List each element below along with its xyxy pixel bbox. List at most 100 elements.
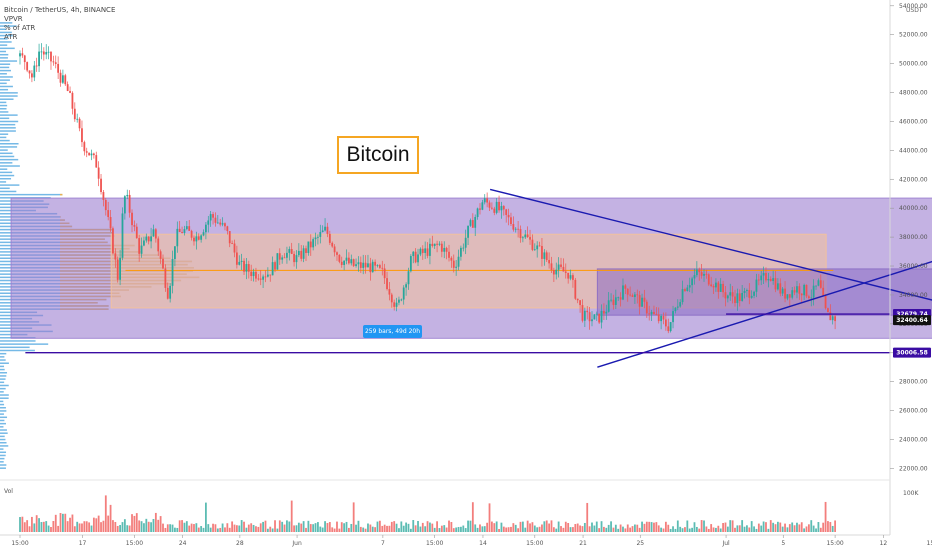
volume-bar <box>734 527 736 532</box>
volume-bar <box>123 519 126 532</box>
bars-range-label: 259 bars, 49d 20h <box>363 325 422 338</box>
candle-body <box>605 311 608 314</box>
volume-bar <box>157 519 160 532</box>
volume-bar <box>162 523 164 532</box>
candle-body <box>76 118 79 120</box>
candle-body <box>59 72 62 83</box>
candle-body <box>831 316 834 321</box>
volume-profile-row <box>0 66 10 69</box>
volume-bar <box>655 522 658 532</box>
candle-body <box>612 299 615 305</box>
symbol-header[interactable]: Bitcoin / TetherUS, 4h, BINANCE <box>4 6 116 14</box>
volume-bar <box>650 522 653 532</box>
candle-body <box>69 90 71 93</box>
volume-bar <box>152 518 155 532</box>
price-tag-bg <box>893 347 931 358</box>
volume-bar <box>550 520 553 532</box>
volume-bar <box>126 525 129 532</box>
volume-bar <box>827 521 829 532</box>
candle-body <box>810 297 813 299</box>
volume-bar <box>736 525 739 532</box>
candle-body <box>78 118 81 129</box>
candle-body <box>724 292 727 299</box>
candle-body <box>138 238 141 254</box>
candle-body <box>738 293 741 301</box>
time-tick-label: 12 <box>880 540 888 547</box>
volume-bar <box>524 527 527 532</box>
indicator-pct-atr[interactable]: % of ATR <box>4 24 36 32</box>
candle-body <box>95 155 98 168</box>
candle-body <box>245 264 248 272</box>
volume-bar <box>50 526 52 532</box>
candle-body <box>581 305 584 321</box>
time-tick-label: 28 <box>236 540 244 547</box>
volume-bar <box>107 515 110 532</box>
volume-bar <box>819 527 822 532</box>
volume-profile-row <box>0 187 10 190</box>
volume-bar <box>634 524 636 532</box>
volume-bar <box>669 528 672 532</box>
candle-body <box>595 313 598 315</box>
time-axis[interactable]: 15:00 17 15:00 24 28 Jun 7 15:00 14 15:00 21 25 Jul 5… <box>11 535 932 547</box>
volume-bar <box>321 527 324 532</box>
candle-body <box>326 226 329 234</box>
candle-body <box>390 294 393 303</box>
volume-profile-row <box>0 394 9 396</box>
candle-body <box>21 53 24 56</box>
volume-bar <box>724 522 727 532</box>
volume-bar <box>421 522 424 532</box>
volume-bar <box>598 528 601 532</box>
chart-title-annotation[interactable]: Bitcoin <box>337 136 419 174</box>
volume-profile-row <box>0 168 8 170</box>
candle-body <box>374 261 377 266</box>
volume-bar <box>784 523 786 532</box>
volume-bar <box>269 526 272 532</box>
candle-body <box>300 250 303 259</box>
volume-profile-row <box>0 82 7 85</box>
volume-profile-row <box>0 190 17 193</box>
price-tick-label: 34000.00 <box>899 292 928 299</box>
volume-bar <box>722 522 724 532</box>
volume-profile-row <box>0 381 5 384</box>
candle-body <box>676 306 679 308</box>
volume-profile-row <box>0 95 18 97</box>
volume-bar <box>660 527 663 532</box>
volume-bar <box>638 527 641 532</box>
volume-bar <box>507 527 510 532</box>
volume-bar <box>54 514 57 532</box>
volume-bar <box>147 521 150 532</box>
candle-body <box>464 237 467 248</box>
volume-bar <box>572 527 574 532</box>
indicator-vpvr[interactable]: VPVR <box>4 15 23 23</box>
candle-body <box>271 262 274 276</box>
volume-bar <box>622 526 624 532</box>
volume-bar <box>319 526 322 532</box>
candle-body <box>107 210 110 218</box>
volume-panel-label: Vol <box>4 488 13 495</box>
volume-bar <box>195 523 198 532</box>
candle-body <box>314 237 317 240</box>
volume-profile-row <box>0 416 8 419</box>
volume-bar <box>224 527 226 532</box>
candle-body <box>224 223 226 227</box>
candle-body <box>636 294 639 296</box>
time-tick-label: 21 <box>579 540 587 547</box>
candle-body <box>429 243 431 256</box>
volume-bar <box>328 522 331 532</box>
candle-body <box>345 257 348 261</box>
candle-body <box>421 248 424 253</box>
candle-body <box>376 265 379 266</box>
candle-body <box>626 288 629 295</box>
volume-profile-row <box>0 451 7 454</box>
volume-bar <box>324 521 326 532</box>
volume-bar <box>719 528 722 532</box>
candle-body <box>202 232 205 236</box>
volume-bar <box>364 528 367 532</box>
indicator-atr[interactable]: ATR <box>4 33 18 41</box>
candle-body <box>400 299 403 301</box>
volume-bars <box>19 495 836 532</box>
candle-body <box>483 198 486 203</box>
time-tick-label: Jul <box>721 540 730 547</box>
volume-bar <box>119 524 121 532</box>
